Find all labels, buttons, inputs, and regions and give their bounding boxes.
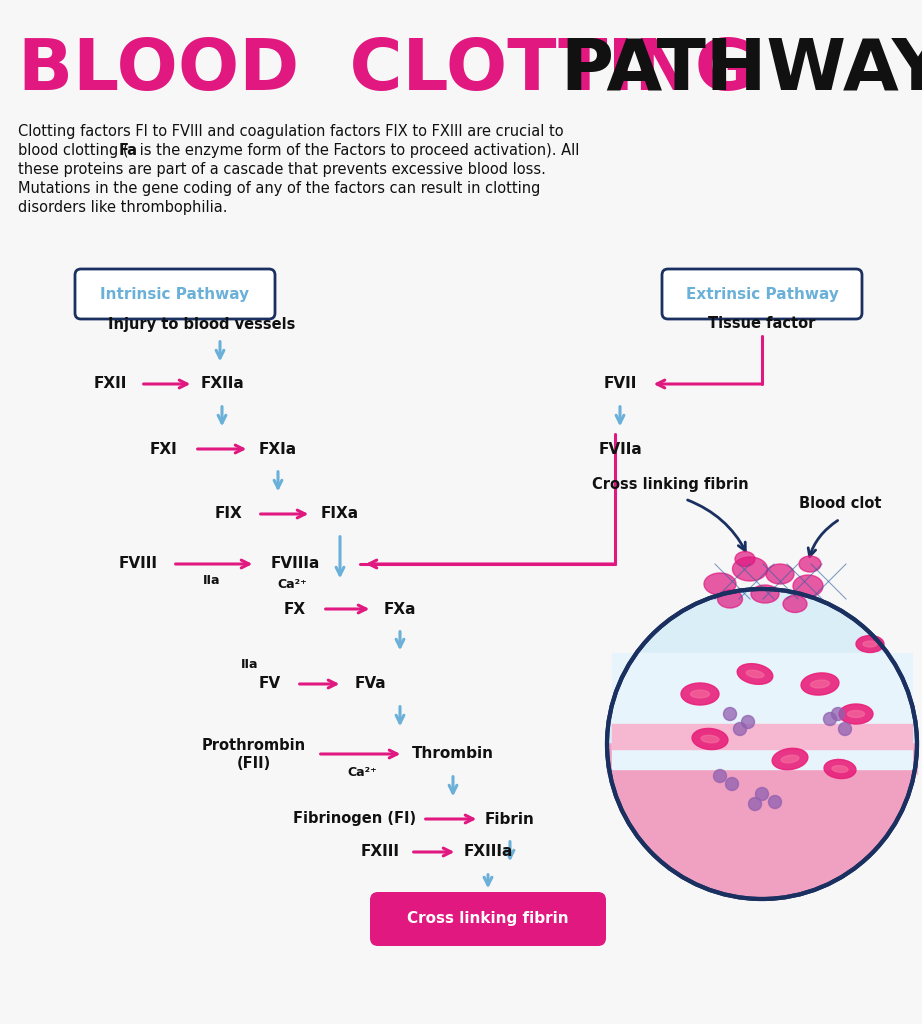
Ellipse shape <box>717 590 742 608</box>
Circle shape <box>726 777 739 791</box>
Text: disorders like thrombophilia.: disorders like thrombophilia. <box>18 200 228 215</box>
Text: (FII): (FII) <box>237 757 271 771</box>
Ellipse shape <box>832 766 848 772</box>
Text: FVIII: FVIII <box>119 556 158 571</box>
Text: these proteins are part of a cascade that prevents excessive blood loss.: these proteins are part of a cascade tha… <box>18 162 546 177</box>
Wedge shape <box>609 744 915 897</box>
Ellipse shape <box>704 573 736 595</box>
FancyBboxPatch shape <box>75 269 275 319</box>
Text: PATHWAY: PATHWAY <box>560 36 922 105</box>
Text: FX: FX <box>284 601 306 616</box>
FancyBboxPatch shape <box>370 892 606 946</box>
Ellipse shape <box>793 575 823 597</box>
Ellipse shape <box>799 556 821 572</box>
Text: Injury to blood vessels: Injury to blood vessels <box>108 316 295 332</box>
Text: FXIIa: FXIIa <box>200 377 244 391</box>
Text: Clotting factors FI to FVIII and coagulation factors FIX to FXIII are crucial to: Clotting factors FI to FVIII and coagula… <box>18 124 563 139</box>
Ellipse shape <box>701 735 719 742</box>
Circle shape <box>832 708 845 721</box>
Text: FVIIIa: FVIIIa <box>270 556 320 571</box>
Text: FIX: FIX <box>214 507 242 521</box>
Text: Ca²⁺: Ca²⁺ <box>347 766 377 778</box>
Circle shape <box>755 787 769 801</box>
Ellipse shape <box>824 760 856 778</box>
Text: FXIIIa: FXIIIa <box>464 845 513 859</box>
Text: FXII: FXII <box>93 377 126 391</box>
Ellipse shape <box>839 705 873 724</box>
Circle shape <box>724 708 737 721</box>
Ellipse shape <box>692 728 728 750</box>
Ellipse shape <box>772 749 808 770</box>
Text: Extrinsic Pathway: Extrinsic Pathway <box>686 287 838 301</box>
Text: IIa: IIa <box>203 574 220 588</box>
Text: FVIIa: FVIIa <box>598 441 642 457</box>
Circle shape <box>749 798 762 811</box>
FancyBboxPatch shape <box>662 269 862 319</box>
Bar <box>607 744 917 774</box>
Text: Cross linking fibrin: Cross linking fibrin <box>592 476 749 492</box>
Text: Tissue factor: Tissue factor <box>708 316 816 332</box>
Circle shape <box>734 723 747 735</box>
Text: Fa: Fa <box>119 143 138 158</box>
Circle shape <box>838 723 852 735</box>
Ellipse shape <box>738 664 773 684</box>
Text: Fibrinogen (FI): Fibrinogen (FI) <box>293 811 417 826</box>
Ellipse shape <box>781 755 799 763</box>
Text: BLOOD  CLOTTING: BLOOD CLOTTING <box>18 36 779 105</box>
Circle shape <box>769 796 782 809</box>
Text: FIXa: FIXa <box>321 507 359 521</box>
Text: FXI: FXI <box>149 441 177 457</box>
Text: Mutations in the gene coding of any of the factors can result in clotting: Mutations in the gene coding of any of t… <box>18 181 540 196</box>
Text: FXa: FXa <box>384 601 416 616</box>
Ellipse shape <box>681 683 719 705</box>
Text: Thrombin: Thrombin <box>412 746 494 762</box>
Text: Cross linking fibrin: Cross linking fibrin <box>408 911 569 927</box>
Text: Intrinsic Pathway: Intrinsic Pathway <box>100 287 250 301</box>
Ellipse shape <box>810 680 830 688</box>
Text: FV: FV <box>259 677 281 691</box>
Ellipse shape <box>847 711 865 718</box>
Circle shape <box>714 769 727 782</box>
Ellipse shape <box>732 557 767 581</box>
Text: FXIII: FXIII <box>361 845 399 859</box>
Ellipse shape <box>783 596 807 612</box>
Text: Ca²⁺: Ca²⁺ <box>278 578 307 591</box>
Bar <box>612 652 912 769</box>
Ellipse shape <box>801 673 839 695</box>
Ellipse shape <box>766 564 794 584</box>
Text: Blood clot: Blood clot <box>798 497 881 512</box>
Ellipse shape <box>735 552 755 566</box>
Circle shape <box>741 716 754 728</box>
Text: FXIa: FXIa <box>259 441 297 457</box>
Text: FVa: FVa <box>354 677 385 691</box>
Wedge shape <box>609 591 915 744</box>
Text: blood clotting (: blood clotting ( <box>18 143 129 158</box>
Circle shape <box>823 713 836 725</box>
Text: IIa: IIa <box>242 657 259 671</box>
Text: Fibrin: Fibrin <box>485 811 535 826</box>
Ellipse shape <box>746 671 764 678</box>
Text: is the enzyme form of the Factors to proceed activation). All: is the enzyme form of the Factors to pro… <box>135 143 579 158</box>
Bar <box>612 724 912 749</box>
Text: FVII: FVII <box>603 377 637 391</box>
Ellipse shape <box>751 585 779 603</box>
Ellipse shape <box>863 641 877 647</box>
Ellipse shape <box>856 636 884 652</box>
Wedge shape <box>611 744 913 897</box>
Ellipse shape <box>691 690 710 697</box>
Text: Prothrombin: Prothrombin <box>202 738 306 754</box>
